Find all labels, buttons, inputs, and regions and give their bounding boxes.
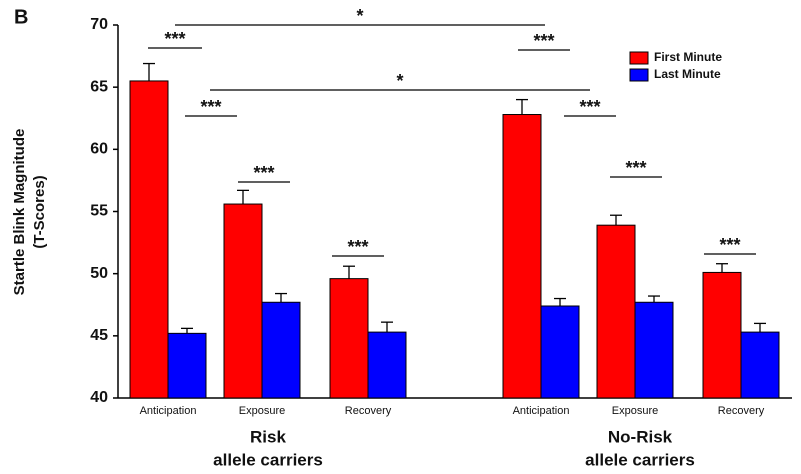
panel-label: B [14,6,28,28]
legend-label: Last Minute [654,67,721,81]
y-axis-title: Startle Blink Magnitude (T-Scores) [11,129,48,296]
y-axis-title-line: (T-Scores) [31,175,48,248]
significance-label: *** [164,29,185,49]
bar [634,301,674,399]
group-label: allele carriers [585,450,695,469]
significance-label: *** [347,237,368,257]
x-tick-label: Anticipation [140,405,197,417]
group-label: Risk [250,427,286,446]
significance-label: *** [253,163,274,183]
legend-label: First Minute [654,50,722,64]
y-tick-label: 65 [90,78,108,95]
y-tick-label: 70 [90,16,108,33]
bar [740,331,780,399]
x-tick-label: Exposure [612,405,658,417]
y-axis-title-line: Startle Blink Magnitude [11,129,28,296]
bar [596,224,636,399]
bar [129,80,169,399]
legend-swatch [629,51,649,65]
bar [502,114,542,399]
significance-label: *** [200,97,221,117]
legend-swatch [629,68,649,82]
y-tick-label: 50 [90,265,108,282]
bar [540,305,580,399]
significance-label: *** [533,31,554,51]
group-label: allele carriers [213,450,323,469]
significance-label: *** [579,97,600,117]
bar [367,331,407,399]
x-tick-label: Recovery [718,405,765,417]
x-tick-label: Recovery [345,405,392,417]
significance-label: * [356,6,363,26]
x-tick-label: Exposure [239,405,285,417]
y-tick-label: 55 [90,203,108,220]
significance-label: *** [719,235,740,255]
bar [261,301,301,399]
significance-label: *** [625,158,646,178]
bar [702,271,742,399]
significance-label: * [396,71,403,91]
bar [329,278,369,399]
group-label: No-Risk [608,427,673,446]
x-tick-label: Anticipation [513,405,570,417]
y-tick-label: 45 [90,327,108,344]
bar [167,332,207,399]
y-tick-label: 60 [90,141,108,158]
bar [223,203,263,399]
y-tick-label: 40 [90,389,108,406]
